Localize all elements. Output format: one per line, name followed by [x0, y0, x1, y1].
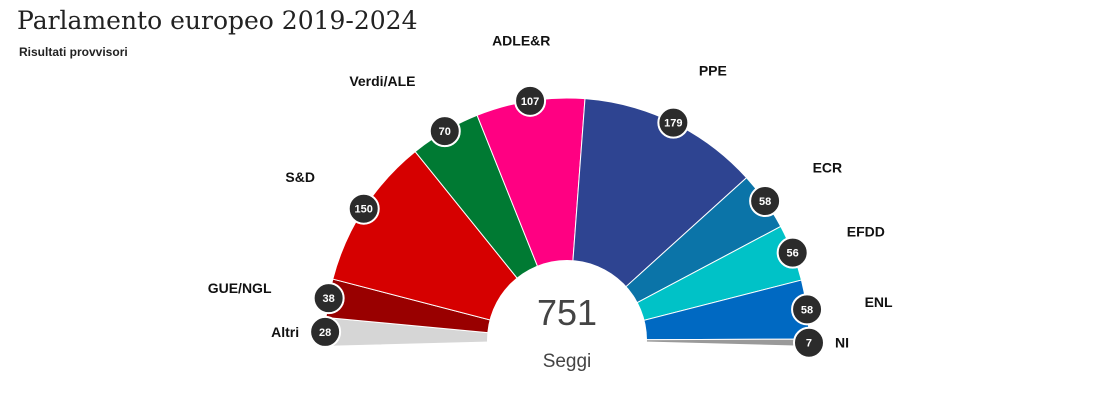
seat-badge-circle	[312, 282, 345, 315]
seat-count-enl: 58	[801, 304, 813, 316]
party-label-s-and-d: S&D	[285, 169, 315, 185]
party-label-gue-ngl: GUE/NGL	[208, 280, 272, 296]
seat-count-gue-ngl: 38	[323, 293, 335, 305]
seat-badge-ecr: 58	[749, 185, 782, 218]
party-label-efdd: EFDD	[847, 224, 885, 240]
chart-subtitle: Risultati provvisori	[19, 45, 128, 59]
seat-badge-verdi-ale: 70	[428, 115, 461, 148]
seat-badge-circle	[514, 84, 547, 117]
total-seats-value: 751	[537, 292, 597, 333]
seat-badge-adle-and-r: 107	[514, 84, 547, 117]
seat-count-altri: 28	[319, 327, 331, 339]
seat-badge-enl: 58	[791, 293, 824, 326]
center-hole	[487, 260, 647, 411]
seat-badge-gue-ngl: 38	[312, 282, 345, 315]
seat-count-s-and-d: 150	[355, 204, 373, 216]
seat-badge-circle	[309, 315, 342, 348]
seat-count-adle-and-r: 107	[521, 96, 539, 108]
seat-badge-circle	[791, 293, 824, 326]
chart-title: Parlamento europeo 2019-2024	[17, 6, 418, 35]
seat-count-ecr: 58	[759, 196, 771, 208]
seat-badge-efdd: 56	[776, 236, 809, 269]
party-label-ni: NI	[835, 335, 849, 351]
party-label-ecr: ECR	[813, 160, 843, 176]
seat-badge-s-and-d: 150	[347, 192, 380, 225]
seat-count-verdi-ale: 70	[439, 126, 451, 138]
party-label-adle-and-r: ADLE&R	[492, 33, 550, 49]
seat-badge-circle	[749, 185, 782, 218]
party-label-enl: ENL	[865, 294, 893, 310]
seat-badge-circle	[657, 106, 690, 139]
seat-badge-altri: 28	[309, 315, 342, 348]
seat-badge-circle	[776, 236, 809, 269]
total-seats-label: Seggi	[543, 351, 592, 372]
seat-badge-ppe: 179	[657, 106, 690, 139]
seat-count-ni: 7	[806, 338, 812, 350]
seat-count-efdd: 56	[787, 248, 799, 260]
party-label-verdi-ale: Verdi/ALE	[349, 73, 415, 89]
seat-badge-ni: 7	[792, 326, 825, 359]
party-label-ppe: PPE	[699, 63, 727, 79]
seat-badge-circle	[428, 115, 461, 148]
party-label-altri: Altri	[271, 324, 299, 340]
seat-count-ppe: 179	[664, 118, 682, 130]
seat-badge-circle	[792, 326, 825, 359]
seat-badge-circle	[347, 192, 380, 225]
party-labels: 28 Altri 38 GUE/NGL 150 S&D 70 Verdi/ALE 107 ADLE…	[208, 33, 893, 359]
